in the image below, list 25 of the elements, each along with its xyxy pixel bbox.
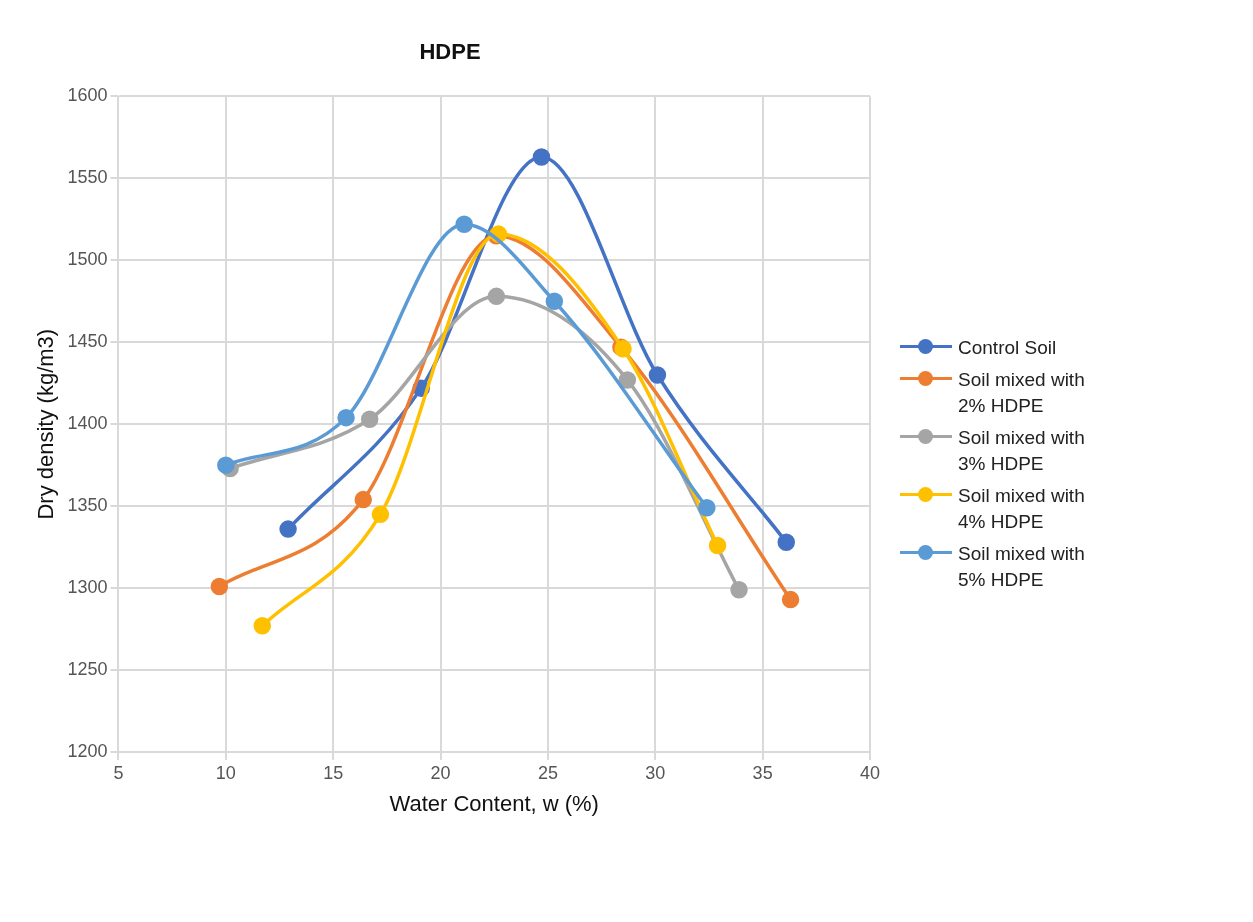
y-tick-label: 1250 [67, 659, 108, 680]
x-axis-title: Water Content, w (%) [389, 790, 599, 816]
y-tick-label: 1300 [67, 577, 108, 598]
y-axis-title: Dry density (kg/m3) [33, 328, 59, 520]
legend-label: Soil mixed with 2% HDPE [958, 368, 1086, 418]
legend-label: Soil mixed with 3% HDPE [958, 426, 1086, 476]
chart-title: HDPE [419, 39, 481, 65]
x-tick-label: 20 [430, 762, 451, 783]
y-tick-label: 1500 [67, 249, 108, 270]
x-tick-label: 30 [645, 762, 666, 783]
x-tick-label: 35 [752, 762, 773, 783]
y-tick-label: 1200 [67, 740, 108, 761]
x-tick-label: 10 [215, 762, 236, 783]
y-tick-label: 1550 [67, 167, 108, 188]
x-tick-label: 15 [323, 762, 344, 783]
legend-label: Soil mixed with 4% HDPE [958, 484, 1086, 534]
y-tick-label: 1400 [67, 413, 108, 434]
x-tick-label: 25 [537, 762, 558, 783]
x-tick-label: 5 [113, 762, 124, 783]
y-tick-label: 1450 [67, 331, 108, 352]
legend-label: Control Soil [958, 336, 1058, 360]
y-tick-label: 1600 [67, 85, 108, 106]
legend-label: Soil mixed with 5% HDPE [958, 542, 1086, 592]
y-tick-label: 1350 [67, 495, 108, 516]
x-tick-label: 40 [859, 762, 881, 783]
